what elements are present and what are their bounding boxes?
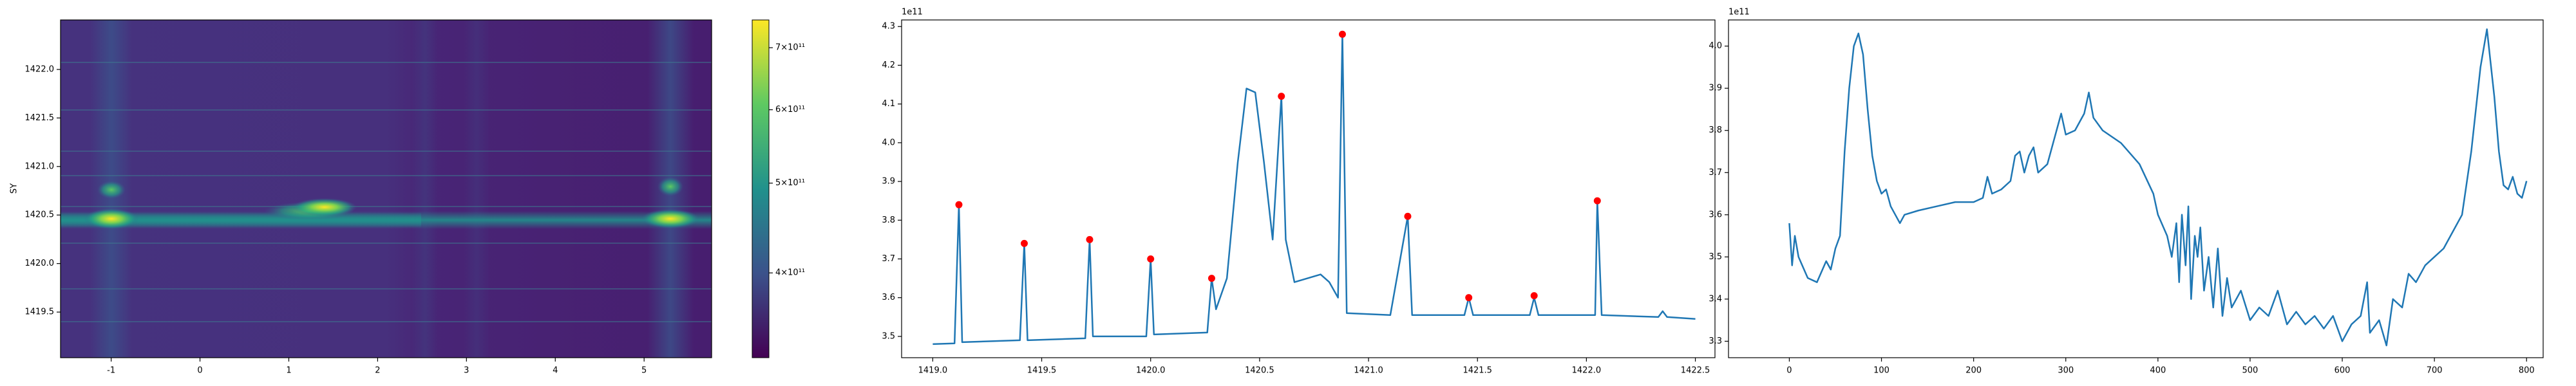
y-tick-label: 4.2 [882,60,895,70]
y-axis-label: SY [10,183,19,194]
y-tick-label: 4.1 [882,99,895,109]
x-tick-label: -1 [107,366,115,376]
x-tick-label: 0 [197,366,202,376]
x-tick-label: 1421.5 [1463,366,1492,376]
y-tick-label: 1421.5 [25,113,55,123]
data-line [933,33,1696,345]
peak-marker [1530,292,1538,300]
x-tick-label: 3 [464,366,469,376]
peak-marker [1338,30,1346,38]
colorbar-tick-label: 6×10¹¹ [775,105,805,115]
data-line [1788,28,2528,347]
x-tick-label: 1422.0 [1572,366,1602,376]
peak-marker [1465,294,1473,302]
x-tick-label: 2 [375,366,380,376]
x-tick-label: 400 [2150,366,2166,376]
y-tick-label: 3.7 [1709,168,1722,178]
heatmap-image [61,20,712,358]
colorbar-tick-label: 7×10¹¹ [775,43,805,53]
x-tick-label: 1 [286,366,291,376]
colorbar-tick-label: 5×10¹¹ [775,178,805,188]
x-tick-label: 5 [641,366,647,376]
x-tick-label: 800 [2519,366,2535,376]
colorbar-tick-label: 4×10¹¹ [775,268,805,278]
peak-marker [1147,255,1155,262]
axes-frame [1728,19,2544,358]
peak-marker [1593,197,1601,205]
x-tick-label: 1419.5 [1027,366,1057,376]
peak-marker [1404,212,1412,220]
x-tick-label: 0 [1786,366,1792,376]
y-tick-label: 1420.5 [25,210,55,220]
y-tick-label: 1420.0 [25,259,55,268]
x-tick-label: 700 [2427,366,2443,376]
y-tick-label: 4.3 [882,22,895,32]
y-tick-label: 3.5 [1709,252,1722,262]
axis-offset: 1e11 [1728,8,1750,17]
y-tick-label: 1422.0 [25,64,55,74]
x-tick-label: 1420.5 [1245,366,1274,376]
peak-marker [955,201,963,208]
colorbar [752,19,770,358]
y-tick-label: 3.6 [882,293,895,302]
y-tick-label: 3.8 [1709,125,1722,135]
y-tick-label: 3.3 [1709,336,1722,346]
x-tick-label: 4 [553,366,558,376]
axes-frame [60,19,712,358]
y-tick-label: 3.7 [882,254,895,264]
y-tick-label: 3.9 [1709,84,1722,93]
peak-marker [1278,93,1285,100]
peak-marker [1208,275,1215,282]
y-tick-label: 3.8 [882,216,895,225]
x-tick-label: 200 [1965,366,1982,376]
x-tick-label: 500 [2242,366,2259,376]
x-tick-label: 1421.0 [1354,366,1383,376]
x-tick-label: 1419.0 [918,366,948,376]
y-tick-label: 3.5 [882,331,895,341]
x-tick-label: 1420.0 [1136,366,1166,376]
y-tick-label: 3.6 [1709,210,1722,219]
y-tick-label: 3.9 [882,177,895,187]
axis-offset: 1e11 [902,8,923,17]
y-tick-label: 4.0 [1709,41,1722,51]
y-tick-label: 4.0 [882,138,895,147]
y-tick-label: 3.4 [1709,294,1722,304]
peak-marker [1086,235,1094,243]
x-tick-label: 300 [2058,366,2074,376]
x-tick-label: 100 [1873,366,1889,376]
axes-frame [901,19,1716,358]
y-tick-label: 1421.0 [25,161,55,171]
x-tick-label: 600 [2334,366,2351,376]
x-tick-label: 1422.5 [1681,366,1710,376]
y-tick-label: 1419.5 [25,308,55,317]
peak-marker [1020,239,1028,247]
